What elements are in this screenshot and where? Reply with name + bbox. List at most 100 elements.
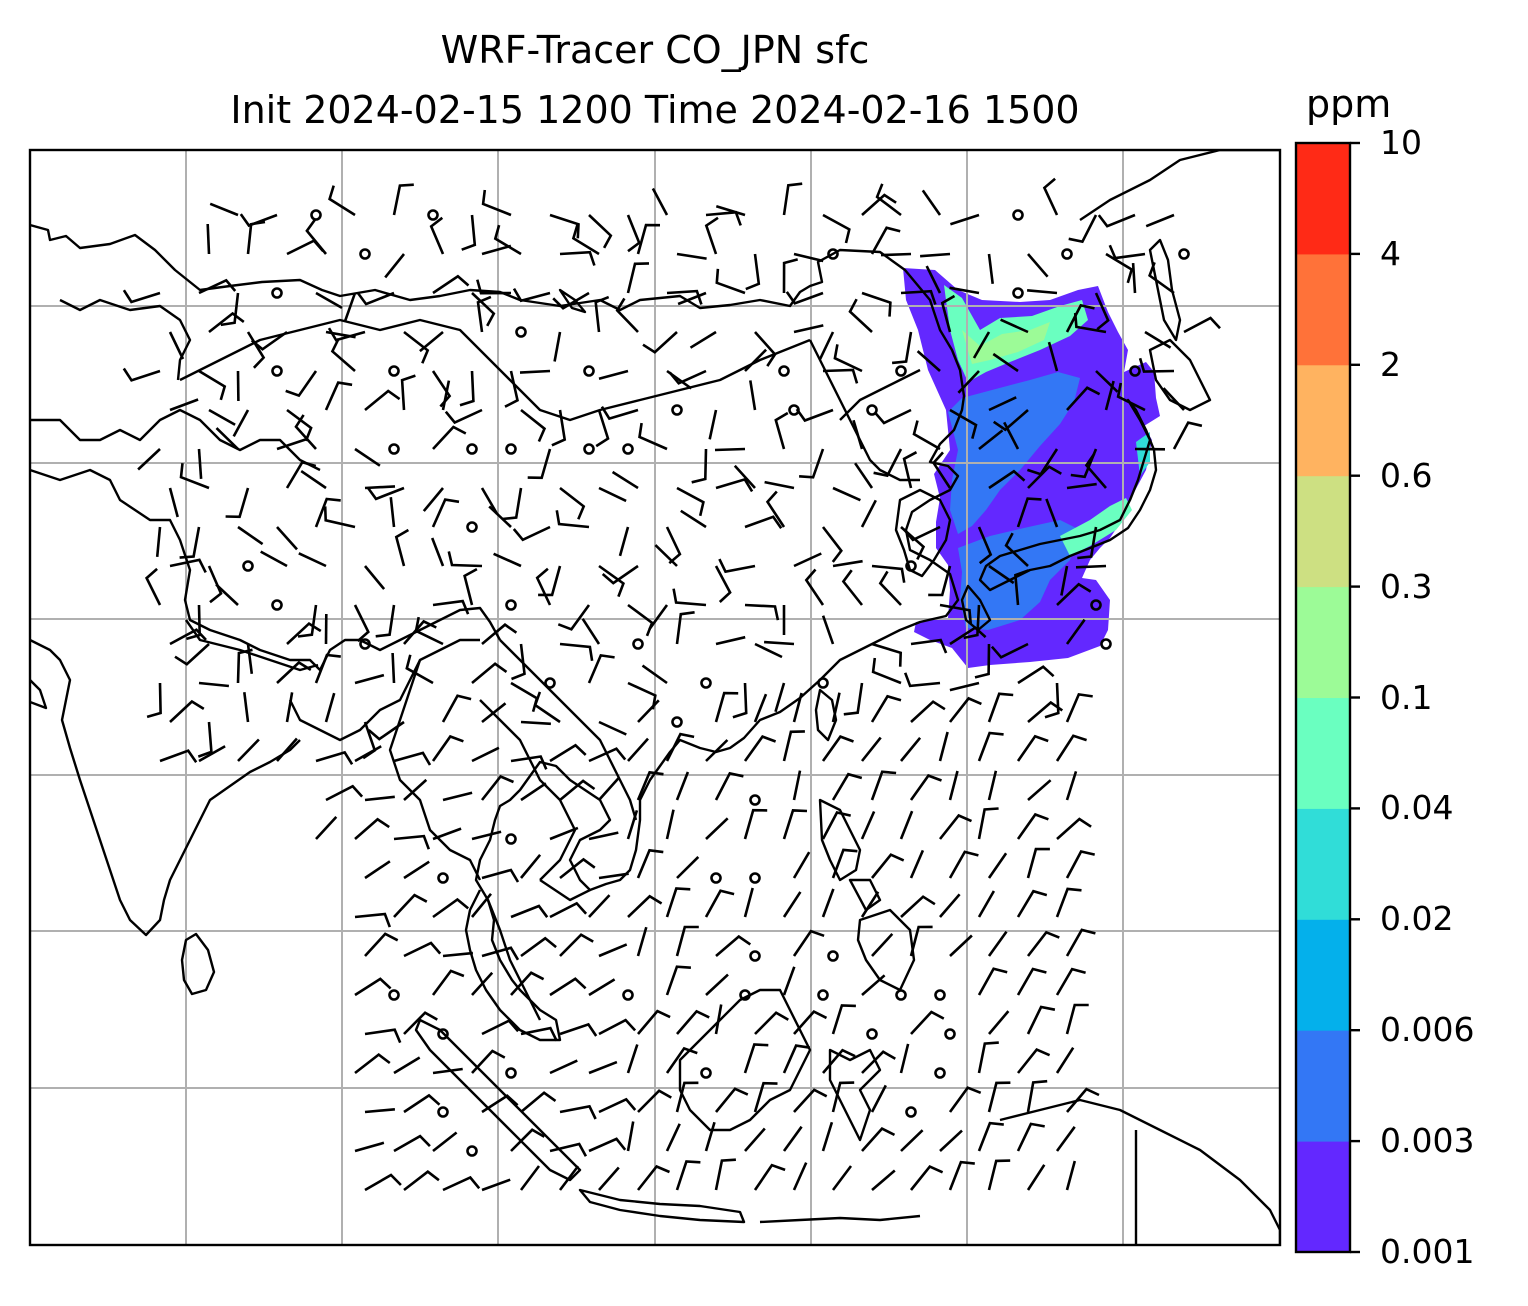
- wind-barb: [1108, 244, 1146, 260]
- calm-wind-marker: [388, 443, 400, 455]
- calm-wind-marker: [466, 443, 478, 455]
- wind-barb: [871, 642, 903, 667]
- calm-wind-marker: [1012, 209, 1024, 221]
- wind-barb: [677, 291, 707, 306]
- wind-barb: [626, 262, 650, 294]
- wind-barb: [704, 1121, 716, 1152]
- colorbar-segment: [1296, 253, 1350, 366]
- wind-barb: [549, 977, 587, 997]
- wind-barb: [429, 216, 445, 255]
- wind-barb: [774, 411, 789, 450]
- border-myanmar: [388, 659, 482, 881]
- wind-barb: [931, 451, 952, 489]
- lake-baikal: [558, 288, 587, 314]
- calm-wind-marker: [622, 989, 634, 1001]
- wind-barb: [799, 448, 825, 479]
- calm-wind-marker: [437, 1028, 449, 1040]
- wind-barb: [925, 265, 942, 294]
- wind-barb: [705, 817, 729, 840]
- wind-barb: [948, 1086, 982, 1113]
- wind-barb: [209, 202, 239, 217]
- wind-barb: [861, 291, 892, 317]
- wind-barb: [510, 904, 549, 919]
- wind-barb: [627, 603, 654, 637]
- wind-barb: [276, 438, 306, 451]
- wind-barb: [795, 408, 834, 423]
- wind-barb: [1016, 1122, 1045, 1152]
- wind-barb: [977, 731, 1004, 762]
- wind-barb: [549, 213, 580, 239]
- coastlines-borders: [30, 150, 1280, 1245]
- wind-barb: [909, 774, 942, 801]
- wind-barb: [403, 860, 430, 880]
- wind-barb: [715, 268, 746, 295]
- wind-barb: [618, 526, 630, 557]
- wind-barb: [510, 1128, 545, 1152]
- wind-barb: [559, 933, 594, 957]
- wind-barb: [744, 1127, 766, 1152]
- wind-barb: [636, 770, 664, 801]
- wind-barb: [1017, 665, 1055, 685]
- wind-barb: [1066, 1087, 1100, 1113]
- wind-barb: [481, 189, 512, 217]
- korea-peninsula: [894, 488, 952, 578]
- wind-barb: [676, 1009, 710, 1035]
- wind-barb: [588, 831, 619, 841]
- wind-barb: [324, 381, 353, 411]
- wind-barb: [480, 774, 515, 801]
- wind-barb: [581, 618, 601, 645]
- wind-barb: [598, 1097, 637, 1114]
- calm-wind-marker: [359, 638, 371, 650]
- wind-barb: [354, 912, 392, 928]
- wind-barb: [753, 1081, 778, 1113]
- wind-barb: [441, 694, 472, 723]
- colorbar-segment: [1296, 697, 1350, 809]
- wind-barb: [665, 1123, 681, 1152]
- wind-barb: [481, 244, 512, 256]
- calm-wind-marker: [895, 989, 907, 1001]
- wind-barb: [520, 1091, 557, 1113]
- wind-barb: [1095, 370, 1119, 393]
- wind-barb: [974, 643, 991, 679]
- wind-barb: [860, 891, 880, 918]
- wind-barb: [977, 1121, 1004, 1152]
- wind-barb: [393, 1056, 421, 1075]
- wind-barb: [782, 1044, 811, 1074]
- wind-barb: [638, 422, 668, 451]
- wind-barb: [792, 1162, 808, 1191]
- wind-barb: [764, 480, 795, 490]
- wind-barb: [822, 213, 851, 244]
- wind-barb: [774, 682, 786, 713]
- wind-barb: [470, 892, 493, 918]
- wind-barb: [843, 682, 864, 716]
- wind-barb: [520, 720, 551, 726]
- calm-wind-marker: [739, 989, 751, 1001]
- wind-barb: [294, 414, 317, 450]
- wind-barb: [848, 298, 873, 333]
- wind-barb: [225, 487, 250, 519]
- wind-barb: [831, 1004, 856, 1035]
- wind-barb: [910, 700, 946, 723]
- wind-barb: [286, 408, 313, 442]
- wind-barb: [821, 811, 851, 840]
- wind-barb: [651, 187, 669, 216]
- taiwan: [814, 688, 838, 742]
- calm-wind-marker: [544, 677, 556, 689]
- wind-barb: [949, 408, 978, 439]
- wind-barb: [821, 615, 835, 645]
- calm-wind-marker: [505, 833, 517, 845]
- wind-barb: [1027, 465, 1062, 489]
- wind-barb: [285, 692, 294, 723]
- wind-barb: [364, 860, 391, 880]
- wind-barb: [910, 1010, 945, 1035]
- wind-barb: [714, 447, 746, 452]
- wind-barb: [1026, 930, 1060, 957]
- wind-barb: [732, 682, 748, 719]
- wind-barb: [715, 934, 752, 957]
- wind-barb: [626, 1121, 635, 1152]
- colorbar-segment: [1296, 143, 1350, 255]
- wind-barb: [588, 1137, 627, 1153]
- wind-barb: [1056, 817, 1092, 840]
- wind-barb: [921, 189, 942, 216]
- wind-barb: [992, 352, 1019, 373]
